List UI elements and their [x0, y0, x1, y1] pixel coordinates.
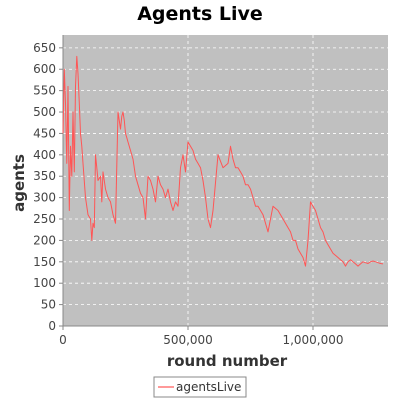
x-axis-title: round number — [167, 352, 288, 370]
y-tick-label: 100 — [33, 276, 56, 290]
y-tick-label: 450 — [33, 126, 56, 140]
y-tick-label: 500 — [33, 105, 56, 119]
x-tick-label: 500,000 — [163, 333, 213, 347]
x-tick-label: 0 — [59, 333, 67, 347]
y-tick-label: 200 — [33, 233, 56, 247]
plot-background — [63, 35, 388, 326]
y-tick-label: 350 — [33, 169, 56, 183]
y-tick-label: 0 — [48, 319, 56, 333]
chart-title: Agents Live — [137, 3, 263, 25]
y-tick-label: 650 — [33, 41, 56, 55]
y-tick-label: 150 — [33, 255, 56, 269]
legend: agentsLive — [153, 376, 247, 398]
y-tick-label: 50 — [41, 298, 56, 312]
y-tick-label: 550 — [33, 84, 56, 98]
plot-area: 0 50 100 150 200 250 300 350 400 450 500 550 600 650 0… — [33, 35, 388, 347]
y-tick-label: 300 — [33, 191, 56, 205]
y-tick-label: 250 — [33, 212, 56, 226]
x-tick-label: 1,000,000 — [282, 333, 343, 347]
legend-label: agentsLive — [176, 380, 241, 394]
y-axis-title: agents — [10, 154, 28, 212]
legend-box — [153, 376, 247, 398]
series-line-0 — [62, 55, 384, 267]
y-tick-label: 600 — [33, 62, 56, 76]
y-tick-label: 400 — [33, 148, 56, 162]
